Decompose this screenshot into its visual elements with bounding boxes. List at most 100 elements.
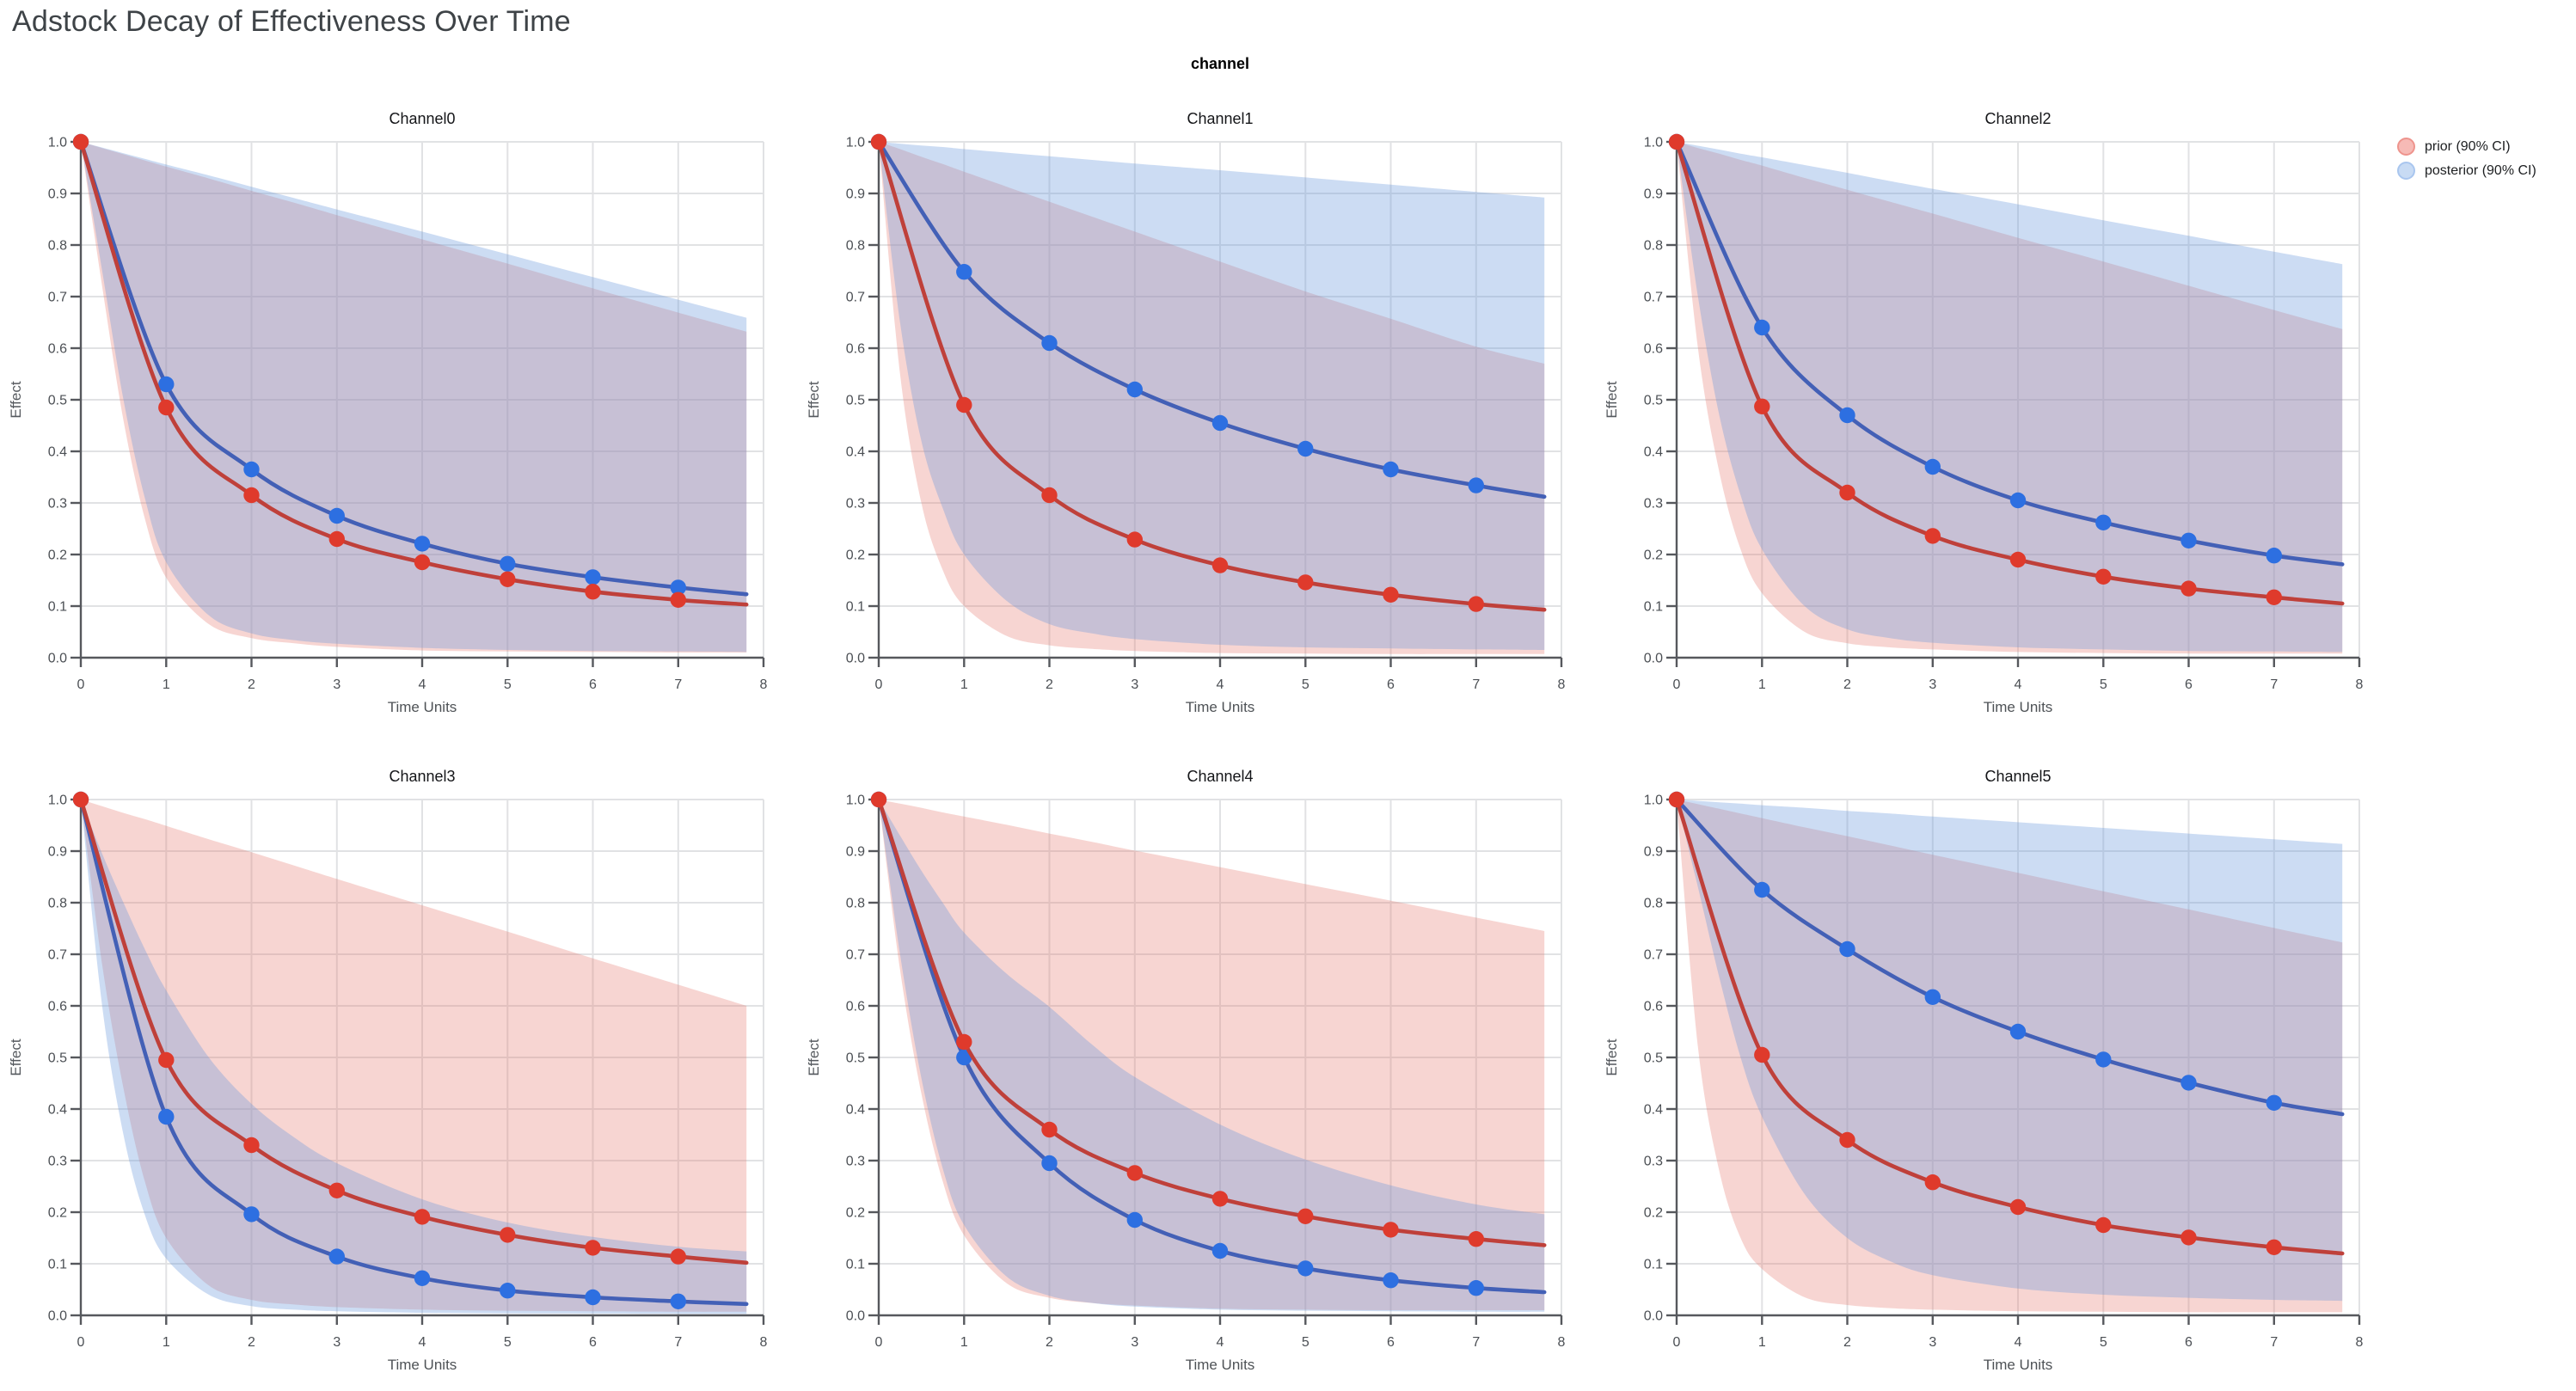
svg-text:0.7: 0.7 [48,291,67,305]
x-axis-label: Time Units [1186,1357,1255,1373]
svg-text:0.1: 0.1 [48,600,67,615]
svg-text:0: 0 [77,1335,85,1350]
svg-text:0.1: 0.1 [48,1258,67,1272]
chart-channel0: 0.0 0.1 0.2 0.3 0.4 0.5 0.6 0.7 0.8 0.9 1.0 0 1 2 3 4 5 6… [8,110,768,715]
legend: prior (90% CI) posterior (90% CI) [2397,138,2536,186]
svg-text:0.8: 0.8 [1644,239,1663,254]
subplot-title: Channel4 [1187,768,1253,785]
svg-text:6: 6 [589,677,597,692]
svg-text:2: 2 [1046,1335,1053,1350]
gridlines [878,799,1562,1316]
posterior-ci-band [879,800,1545,1312]
plot-area: 0.0 0.1 0.2 0.3 0.4 0.5 0.6 0.7 0.8 0.9 1.0 0 1 2 3 4 5 6… [846,791,1566,1350]
prior-line [1674,139,2345,606]
svg-text:7: 7 [1472,677,1480,692]
svg-text:0.3: 0.3 [1644,497,1663,512]
axes-spines [1666,798,2361,1325]
subplot-channel1: 0.0 0.1 0.2 0.3 0.4 0.5 0.6 0.7 0.8 0.9 1.0 0 1 2 3 4 5 6… [798,93,1596,733]
svg-text:0.3: 0.3 [846,497,865,512]
gridlines [80,799,764,1316]
prior-ci-band [1677,800,2343,1313]
svg-text:1.0: 1.0 [48,136,67,150]
subplot-channel0: 0.0 0.1 0.2 0.3 0.4 0.5 0.6 0.7 0.8 0.9 1.0 0 1 2 3 4 5 6… [0,93,798,733]
page-title: Adstock Decay of Effectiveness Over Time [12,5,571,38]
svg-text:0.2: 0.2 [1644,548,1663,563]
y-axis-label: Effect [1604,381,1620,418]
svg-text:0: 0 [77,677,85,692]
svg-text:0.0: 0.0 [1644,1309,1663,1324]
svg-text:0.4: 0.4 [846,445,865,460]
prior-ci-band [1677,142,2343,654]
svg-text:0: 0 [875,677,883,692]
svg-text:0: 0 [1673,677,1681,692]
svg-text:7: 7 [2270,1335,2278,1350]
svg-text:0.5: 0.5 [1644,394,1663,408]
axes-spines [71,798,765,1325]
svg-text:3: 3 [333,677,340,692]
svg-text:5: 5 [1302,677,1309,692]
x-axis-label: Time Units [388,699,457,715]
posterior-ci-band [879,142,1545,650]
subplot-channel3: 0.0 0.1 0.2 0.3 0.4 0.5 0.6 0.7 0.8 0.9 1.0 0 1 2 3 4 5 6… [0,751,798,1391]
svg-text:1: 1 [1758,1335,1766,1350]
svg-text:7: 7 [674,1335,682,1350]
x-axis-label: Time Units [1984,699,2053,715]
svg-text:1: 1 [960,677,968,692]
svg-text:1.0: 1.0 [48,794,67,808]
svg-text:4: 4 [419,677,426,692]
svg-text:1: 1 [163,677,170,692]
svg-text:0.5: 0.5 [846,1051,865,1066]
plot-area: 0.0 0.1 0.2 0.3 0.4 0.5 0.6 0.7 0.8 0.9 1.0 0 1 2 3 4 5 6… [1644,133,2364,692]
svg-text:1: 1 [960,1335,968,1350]
svg-text:0.2: 0.2 [1644,1206,1663,1221]
svg-text:5: 5 [2100,1335,2107,1350]
chart-channel5: 0.0 0.1 0.2 0.3 0.4 0.5 0.6 0.7 0.8 0.9 1.0 0 1 2 3 4 5 6… [1604,768,2364,1373]
posterior-ci-swatch-icon [2397,162,2415,180]
svg-text:5: 5 [2100,677,2107,692]
svg-text:1.0: 1.0 [1644,136,1663,150]
svg-text:4: 4 [2015,677,2022,692]
svg-text:0.3: 0.3 [48,497,67,512]
svg-text:0.0: 0.0 [846,652,865,666]
svg-text:5: 5 [504,677,512,692]
svg-text:7: 7 [674,677,682,692]
subplot-channel5: 0.0 0.1 0.2 0.3 0.4 0.5 0.6 0.7 0.8 0.9 1.0 0 1 2 3 4 5 6… [1596,751,2394,1391]
svg-text:3: 3 [1131,677,1138,692]
svg-text:4: 4 [419,1335,426,1350]
svg-text:4: 4 [2015,1335,2022,1350]
axes-spines [868,140,1563,667]
svg-text:0.9: 0.9 [48,187,67,202]
subplot-title: Channel2 [1984,110,2051,127]
svg-text:3: 3 [1929,677,1936,692]
svg-text:0.6: 0.6 [1644,342,1663,357]
prior-line [876,139,1547,612]
svg-text:0.5: 0.5 [846,394,865,408]
svg-text:2: 2 [1843,677,1851,692]
plot-area: 0.0 0.1 0.2 0.3 0.4 0.5 0.6 0.7 0.8 0.9 1.0 0 1 2 3 4 5 6… [48,791,768,1350]
tick-labels: 0.0 0.1 0.2 0.3 0.4 0.5 0.6 0.7 0.8 0.9 1.0 0 1 2 3 4 5 6… [846,136,1566,693]
legend-label: prior (90% CI) [2425,139,2511,154]
svg-text:0.4: 0.4 [1644,1103,1663,1118]
posterior-ci-band [1677,800,2343,1302]
svg-text:1: 1 [163,1335,170,1350]
svg-text:8: 8 [1558,677,1566,692]
svg-text:0.1: 0.1 [1644,1258,1663,1272]
svg-text:6: 6 [2185,1335,2193,1350]
svg-text:0.9: 0.9 [1644,187,1663,202]
svg-text:0: 0 [1673,1335,1681,1350]
legend-label: posterior (90% CI) [2425,163,2536,178]
svg-text:4: 4 [1217,677,1224,692]
svg-text:0.2: 0.2 [846,548,865,563]
x-axis-label: Time Units [388,1357,457,1373]
svg-text:0.6: 0.6 [846,342,865,357]
posterior-ci-band [81,800,747,1314]
svg-text:5: 5 [1302,1335,1309,1350]
axes-spines [868,798,1563,1325]
svg-text:8: 8 [2356,1335,2364,1350]
svg-text:8: 8 [2356,677,2364,692]
prior-markers [870,133,1484,612]
svg-text:5: 5 [504,1335,512,1350]
svg-text:4: 4 [1217,1335,1224,1350]
subplot-channel4: 0.0 0.1 0.2 0.3 0.4 0.5 0.6 0.7 0.8 0.9 1.0 0 1 2 3 4 5 6… [798,751,1596,1391]
svg-text:0.0: 0.0 [1644,652,1663,666]
